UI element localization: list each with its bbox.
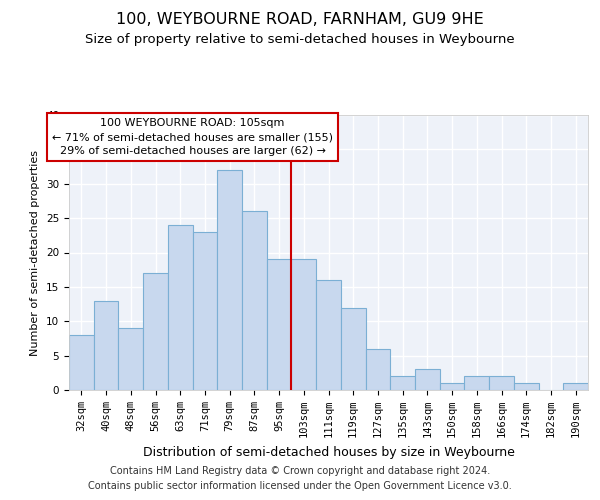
Bar — [193, 232, 217, 390]
Bar — [69, 335, 94, 390]
Bar — [242, 211, 267, 390]
Bar — [118, 328, 143, 390]
Bar — [514, 383, 539, 390]
Bar — [390, 376, 415, 390]
Bar — [267, 260, 292, 390]
Bar — [464, 376, 489, 390]
Bar — [316, 280, 341, 390]
Bar — [217, 170, 242, 390]
Text: Size of property relative to semi-detached houses in Weybourne: Size of property relative to semi-detach… — [85, 32, 515, 46]
Bar — [143, 273, 168, 390]
Bar — [292, 260, 316, 390]
Text: 100, WEYBOURNE ROAD, FARNHAM, GU9 9HE: 100, WEYBOURNE ROAD, FARNHAM, GU9 9HE — [116, 12, 484, 28]
Text: Contains public sector information licensed under the Open Government Licence v3: Contains public sector information licen… — [88, 481, 512, 491]
Y-axis label: Number of semi-detached properties: Number of semi-detached properties — [31, 150, 40, 356]
Text: 100 WEYBOURNE ROAD: 105sqm
← 71% of semi-detached houses are smaller (155)
29% o: 100 WEYBOURNE ROAD: 105sqm ← 71% of semi… — [52, 118, 333, 156]
Bar — [168, 225, 193, 390]
Bar — [94, 300, 118, 390]
Bar — [415, 370, 440, 390]
Bar — [341, 308, 365, 390]
Bar — [440, 383, 464, 390]
Bar — [365, 349, 390, 390]
Bar — [563, 383, 588, 390]
Bar — [489, 376, 514, 390]
Text: Contains HM Land Registry data © Crown copyright and database right 2024.: Contains HM Land Registry data © Crown c… — [110, 466, 490, 476]
X-axis label: Distribution of semi-detached houses by size in Weybourne: Distribution of semi-detached houses by … — [143, 446, 514, 458]
